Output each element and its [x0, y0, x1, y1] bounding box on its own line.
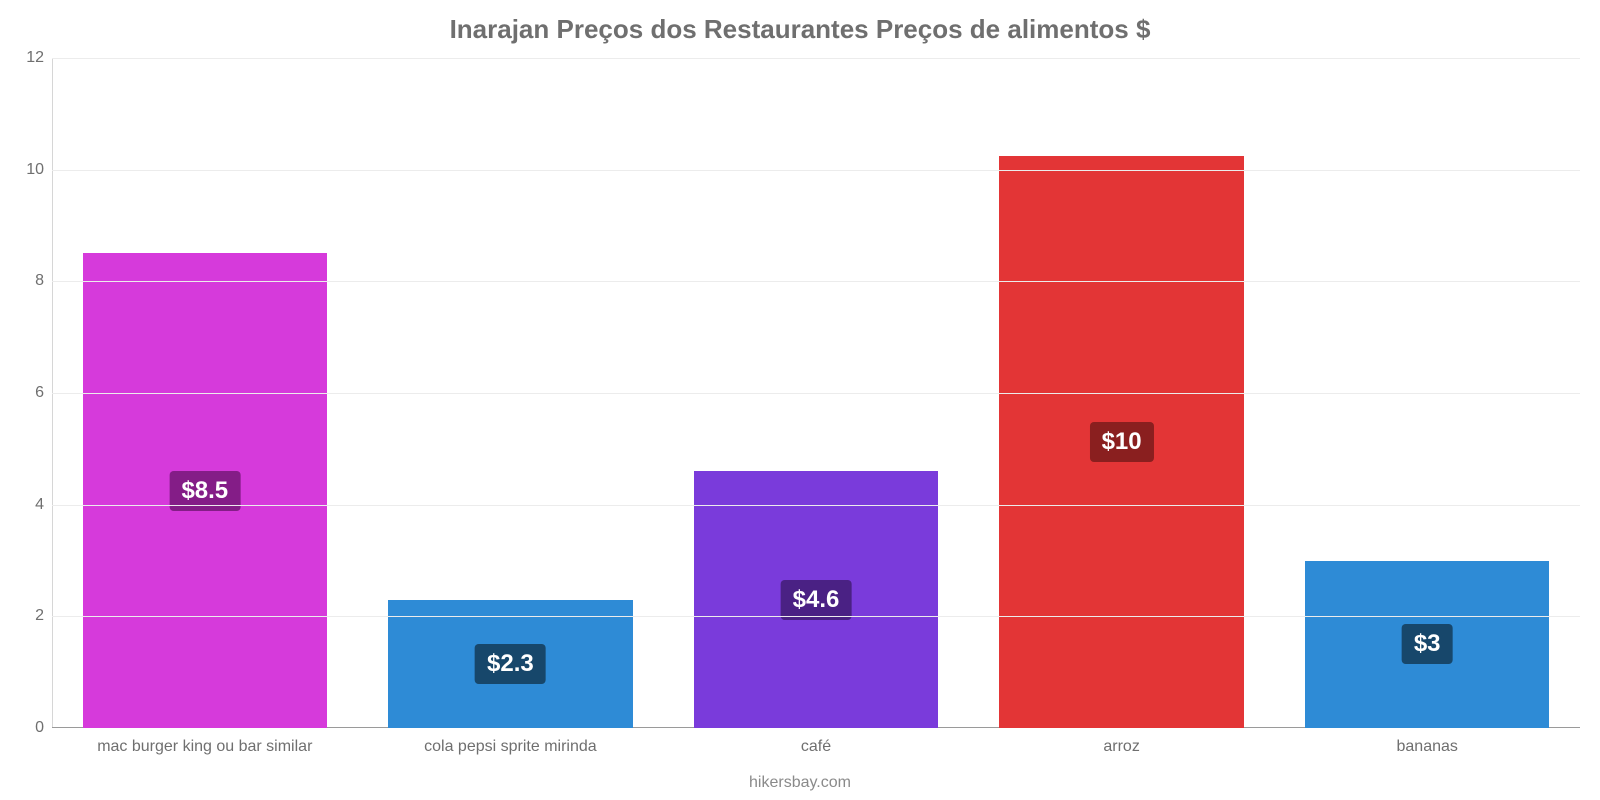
- x-tick-label: cola pepsi sprite mirinda: [424, 738, 597, 756]
- plot-area: $8.5mac burger king ou bar similar$2.3co…: [52, 58, 1580, 728]
- value-badge: $4.6: [781, 580, 852, 620]
- value-badge: $10: [1090, 422, 1154, 462]
- chart-footer: hikersbay.com: [0, 774, 1600, 792]
- y-tick-label: 10: [8, 161, 44, 179]
- grid-line: [52, 505, 1580, 506]
- y-tick-label: 4: [8, 496, 44, 514]
- grid-line: [52, 393, 1580, 394]
- chart-title: Inarajan Preços dos Restaurantes Preços …: [0, 0, 1600, 45]
- grid-line: [52, 281, 1580, 282]
- y-tick-label: 12: [8, 49, 44, 67]
- x-tick-label: mac burger king ou bar similar: [97, 738, 312, 756]
- x-tick-label: bananas: [1396, 738, 1457, 756]
- grid-line: [52, 58, 1580, 59]
- y-tick-label: 8: [8, 272, 44, 290]
- y-tick-label: 0: [8, 719, 44, 737]
- price-bar-chart: Inarajan Preços dos Restaurantes Preços …: [0, 0, 1600, 800]
- x-tick-label: arroz: [1103, 738, 1139, 756]
- value-badge: $2.3: [475, 644, 546, 684]
- y-tick-label: 6: [8, 384, 44, 402]
- grid-line: [52, 170, 1580, 171]
- value-badge: $3: [1402, 624, 1453, 664]
- y-tick-label: 2: [8, 607, 44, 625]
- grid-line: [52, 616, 1580, 617]
- x-tick-label: café: [801, 738, 831, 756]
